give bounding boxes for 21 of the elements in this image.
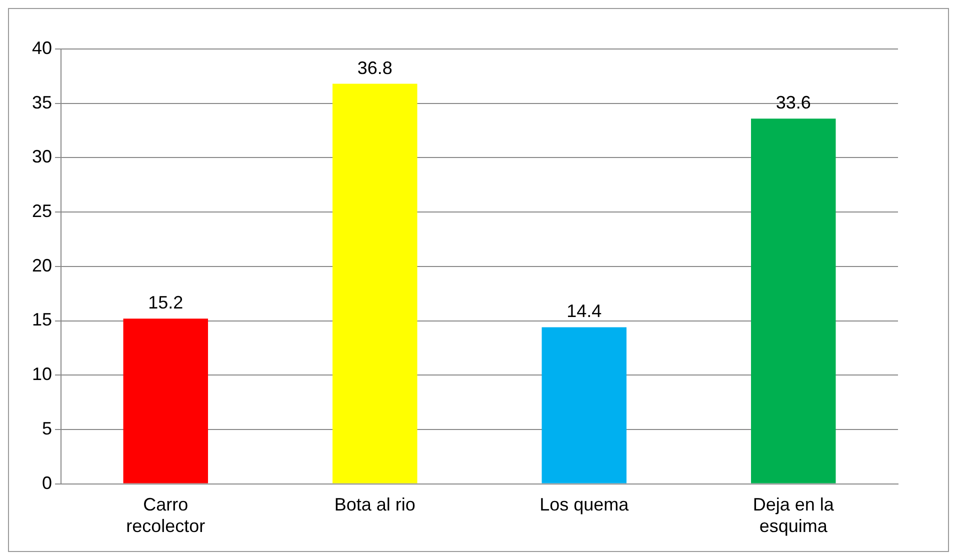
y-tick-label: 0 <box>42 472 52 493</box>
bar <box>542 327 627 484</box>
x-tick-label: Bota al rio <box>334 494 416 515</box>
bar <box>123 318 208 484</box>
y-tick-label: 5 <box>42 418 52 438</box>
data-label: 33.6 <box>776 92 811 113</box>
y-tick-label: 10 <box>32 364 52 384</box>
bar <box>332 84 418 484</box>
y-tick-label: 20 <box>32 255 52 276</box>
y-tick-label: 25 <box>32 201 52 222</box>
x-tick-label: Carro recolector <box>126 494 206 536</box>
x-tick-label: Deja en la esquima <box>752 494 835 536</box>
y-tick-label: 15 <box>32 310 52 330</box>
y-tick-label: 40 <box>32 38 52 58</box>
y-tick-label: 35 <box>32 92 52 112</box>
data-label: 15.2 <box>148 292 184 313</box>
x-tick-label: Los quema <box>540 494 630 515</box>
y-tick-label: 30 <box>32 146 52 167</box>
data-label: 14.4 <box>566 301 602 322</box>
bar <box>751 118 836 484</box>
data-label: 36.8 <box>357 58 392 78</box>
